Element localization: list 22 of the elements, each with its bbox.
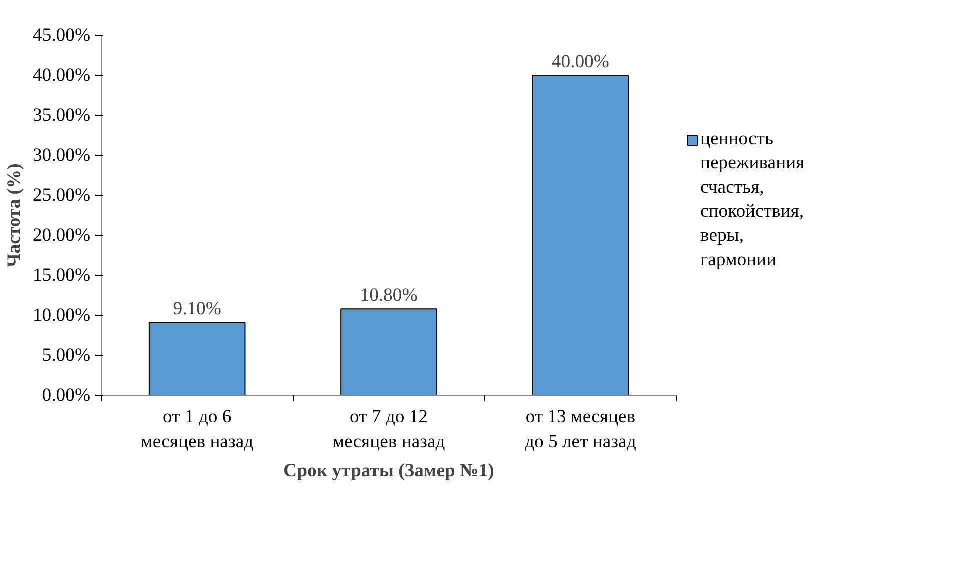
y-tick-label: 25.00% xyxy=(32,185,91,206)
x-axis-title: Срок утраты (Замер №1) xyxy=(284,460,494,482)
y-tick-label: 0.00% xyxy=(42,385,91,406)
data-label: 10.80% xyxy=(360,285,418,306)
legend-label: ценность переживания счастья, спокойствия, веры, гармонии xyxy=(700,128,806,270)
x-tick-label: от 13 месяцев до 5 лет назад xyxy=(525,406,637,453)
bar xyxy=(532,75,630,396)
y-tick-label: 30.00% xyxy=(32,145,91,166)
y-axis-title: Частота (%) xyxy=(4,164,25,268)
bar xyxy=(148,322,246,396)
data-label: 9.10% xyxy=(173,298,222,320)
data-label: 40.00% xyxy=(552,52,610,72)
y-tick-label: 35.00% xyxy=(32,105,91,126)
y-tick-label: 15.00% xyxy=(32,265,91,286)
y-tick-label: 20.00% xyxy=(32,225,91,246)
x-tick-label: от 1 до 6 месяцев назад xyxy=(141,406,254,453)
y-tick-label: 45.00% xyxy=(32,25,91,46)
bar xyxy=(340,308,438,396)
y-tick-label: 40.00% xyxy=(32,65,91,86)
x-tick-label: от 7 до 12 месяцев назад xyxy=(332,406,446,453)
y-tick-label: 5.00% xyxy=(42,345,91,366)
y-tick-label: 10.00% xyxy=(32,305,91,326)
